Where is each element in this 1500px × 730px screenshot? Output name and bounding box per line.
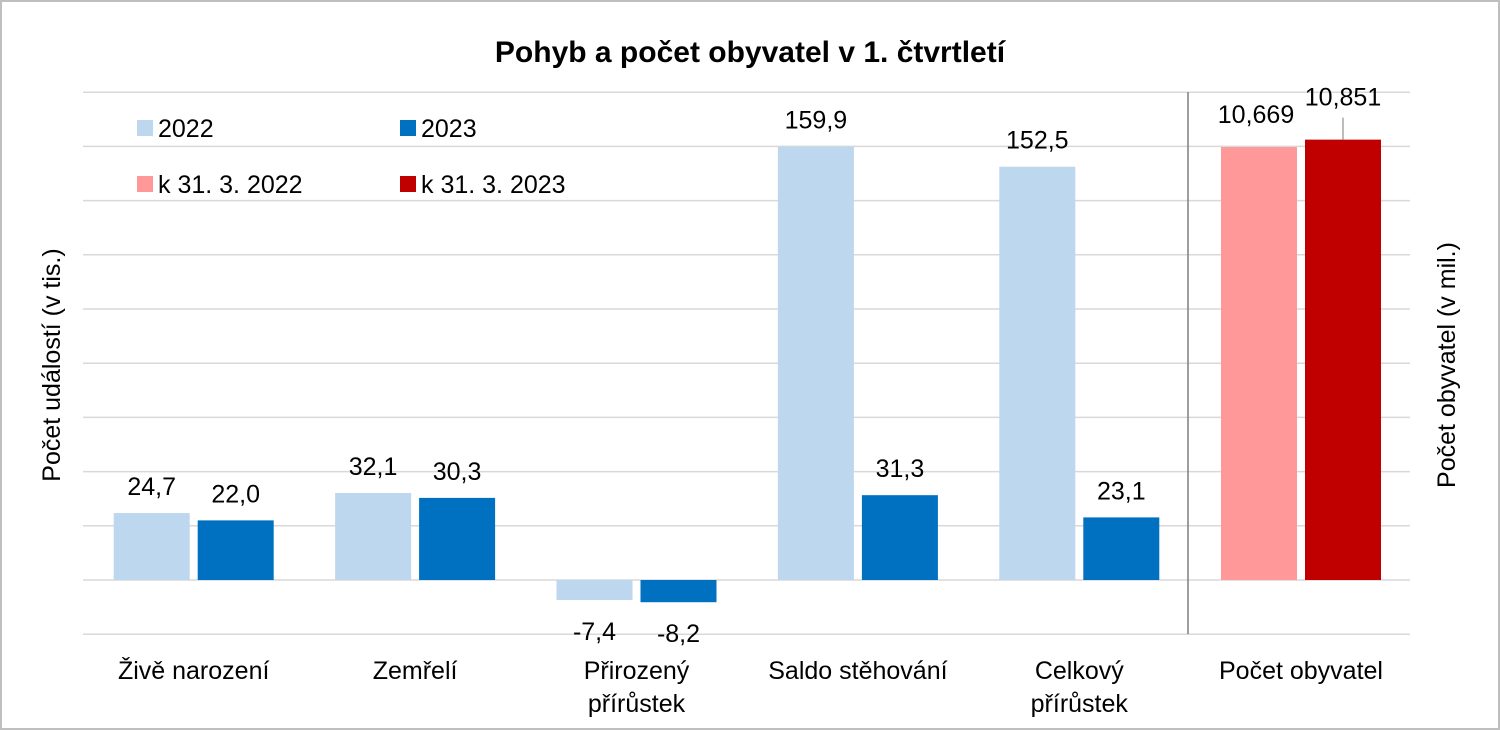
category-label: přírůstek	[1031, 690, 1129, 718]
left-axis-title: Počet událostí (v tis.)	[38, 248, 66, 481]
right-axis-title: Počet obyvatel (v mil.)	[1433, 242, 1461, 488]
bar-2022-5	[999, 166, 1076, 580]
data-label: 31,3	[876, 455, 925, 483]
data-label: -8,2	[657, 620, 700, 648]
legend-label: 2022	[158, 115, 214, 143]
data-label: 24,7	[127, 473, 176, 501]
legend: 2022 2023 k 31. 3. 2022 k 31. 3. 2023	[137, 115, 566, 199]
bar-2022-3	[556, 580, 633, 601]
bar-population-1	[1221, 147, 1297, 580]
data-label: 32,1	[349, 453, 398, 481]
category-label: Živě narození	[118, 656, 270, 685]
data-label: 159,9	[785, 107, 848, 135]
legend-label: k 31. 3. 2023	[421, 171, 566, 199]
category-label: Přirozený	[584, 657, 690, 685]
legend-swatch	[400, 120, 416, 136]
bar-2022-4	[777, 146, 854, 580]
data-label: 152,5	[1006, 127, 1069, 155]
bar-2023-3	[640, 580, 717, 603]
bars	[113, 139, 1381, 603]
bar-2023-1	[197, 520, 274, 580]
bar-2023-4	[861, 495, 938, 580]
category-label: Celkový	[1035, 657, 1124, 685]
legend-swatch	[137, 176, 153, 192]
category-labels: Živě narození Zemřelí Přirozený přírůstek Sa…	[118, 656, 1383, 718]
category-label: Počet obyvatel	[1219, 657, 1383, 685]
bar-population-2	[1305, 139, 1381, 580]
data-labels: 24,7 22,0 32,1 30,3 -7,4 -8,2 159,9 31,3 152,5 23…	[127, 84, 1381, 649]
gridlines	[83, 91, 1410, 635]
legend-swatch	[400, 176, 416, 192]
data-label: 30,3	[433, 458, 482, 486]
bar-2022-2	[335, 493, 412, 580]
data-label: 10,851	[1305, 84, 1381, 112]
legend-label: 2023	[421, 115, 477, 143]
data-label: 22,0	[211, 480, 260, 508]
bar-2023-5	[1083, 517, 1160, 580]
bar-2022-1	[113, 513, 190, 580]
category-label: Zemřelí	[373, 657, 458, 685]
category-label: přírůstek	[588, 690, 686, 718]
legend-label: k 31. 3. 2022	[158, 171, 303, 199]
data-label: 10,669	[1218, 101, 1294, 129]
legend-swatch	[137, 120, 153, 136]
data-label: 23,1	[1097, 477, 1146, 505]
bar-2023-2	[419, 497, 496, 580]
category-label: Saldo stěhování	[768, 657, 947, 685]
chart-title: Pohyb a počet obyvatel v 1. čtvrtletí	[495, 36, 1007, 69]
data-label: -7,4	[573, 618, 616, 646]
